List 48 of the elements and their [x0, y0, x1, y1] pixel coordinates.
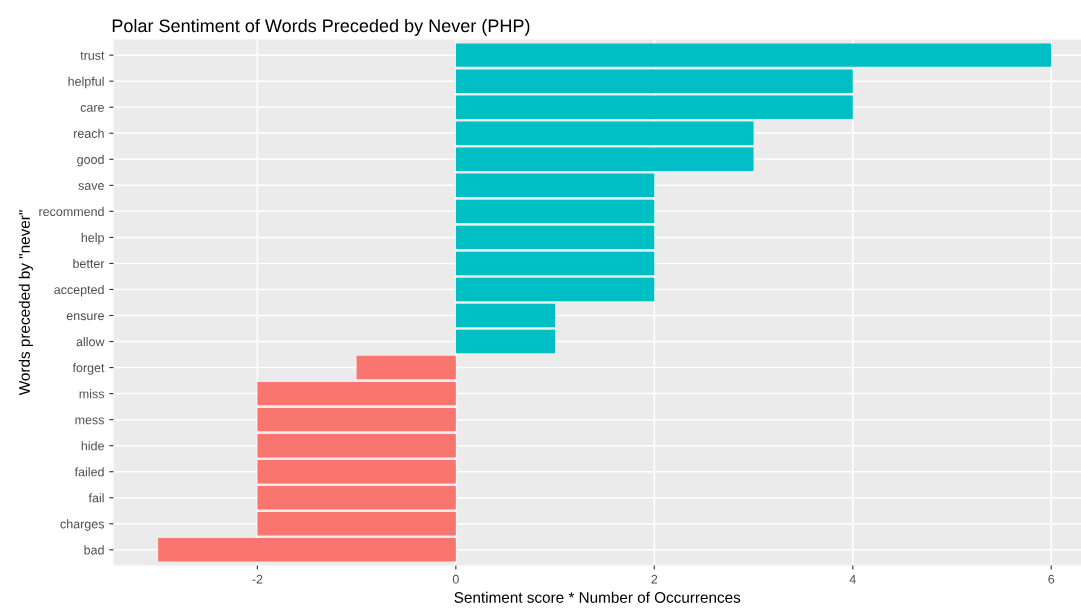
bar [455, 277, 655, 302]
bar [455, 43, 1052, 67]
y-tick-label: save [78, 183, 104, 190]
bar [257, 407, 456, 432]
x-tick-label: -2 [252, 574, 263, 584]
x-axis-title: Sentiment score * Number of Occurrences [454, 591, 741, 603]
bar [455, 225, 655, 250]
x-tick-label: 6 [1048, 574, 1055, 584]
bar [455, 303, 556, 328]
y-tick-label: help [81, 232, 104, 245]
y-tick-label: recommend [39, 206, 104, 217]
bar [257, 460, 456, 484]
y-tick-label: helpful [68, 76, 104, 89]
bar [455, 329, 556, 354]
bar [257, 433, 456, 458]
bar [455, 251, 655, 276]
y-tick-label: fail [88, 493, 104, 503]
y-tick-label: failed [74, 467, 104, 477]
bar [455, 173, 655, 198]
y-tick-label: miss [79, 389, 105, 399]
bar [455, 147, 754, 171]
bar [257, 381, 456, 406]
y-tick-label: allow [76, 337, 105, 347]
y-tick-label: care [80, 105, 104, 112]
y-axis-title: Words preceded by "never" [18, 210, 33, 396]
bar [158, 538, 456, 562]
x-tick-label: 2 [651, 574, 658, 584]
y-tick-label: hide [81, 441, 104, 451]
bar [455, 199, 655, 224]
bar [257, 512, 456, 536]
bar [356, 355, 456, 380]
bar [455, 95, 853, 119]
y-tick-label: accepted [54, 284, 104, 297]
y-tick-label: mess [75, 417, 105, 425]
y-tick-label: better [73, 258, 105, 269]
y-tick-label: charges [60, 519, 105, 531]
y-tick-label: trust [80, 51, 105, 60]
bar [455, 69, 853, 93]
bar [455, 121, 754, 145]
bar [257, 486, 456, 510]
y-tick-label: good [77, 154, 104, 167]
y-tick-label: forget [72, 363, 105, 375]
chart-title: Polar Sentiment of Words Preceded by Never (PHP) [112, 18, 530, 36]
y-tick-label: bad [84, 545, 104, 555]
x-tick-label: 4 [849, 574, 856, 584]
y-tick-label: reach [74, 128, 104, 138]
y-tick-label: ensure [66, 313, 104, 321]
x-tick-label: 0 [452, 574, 459, 584]
